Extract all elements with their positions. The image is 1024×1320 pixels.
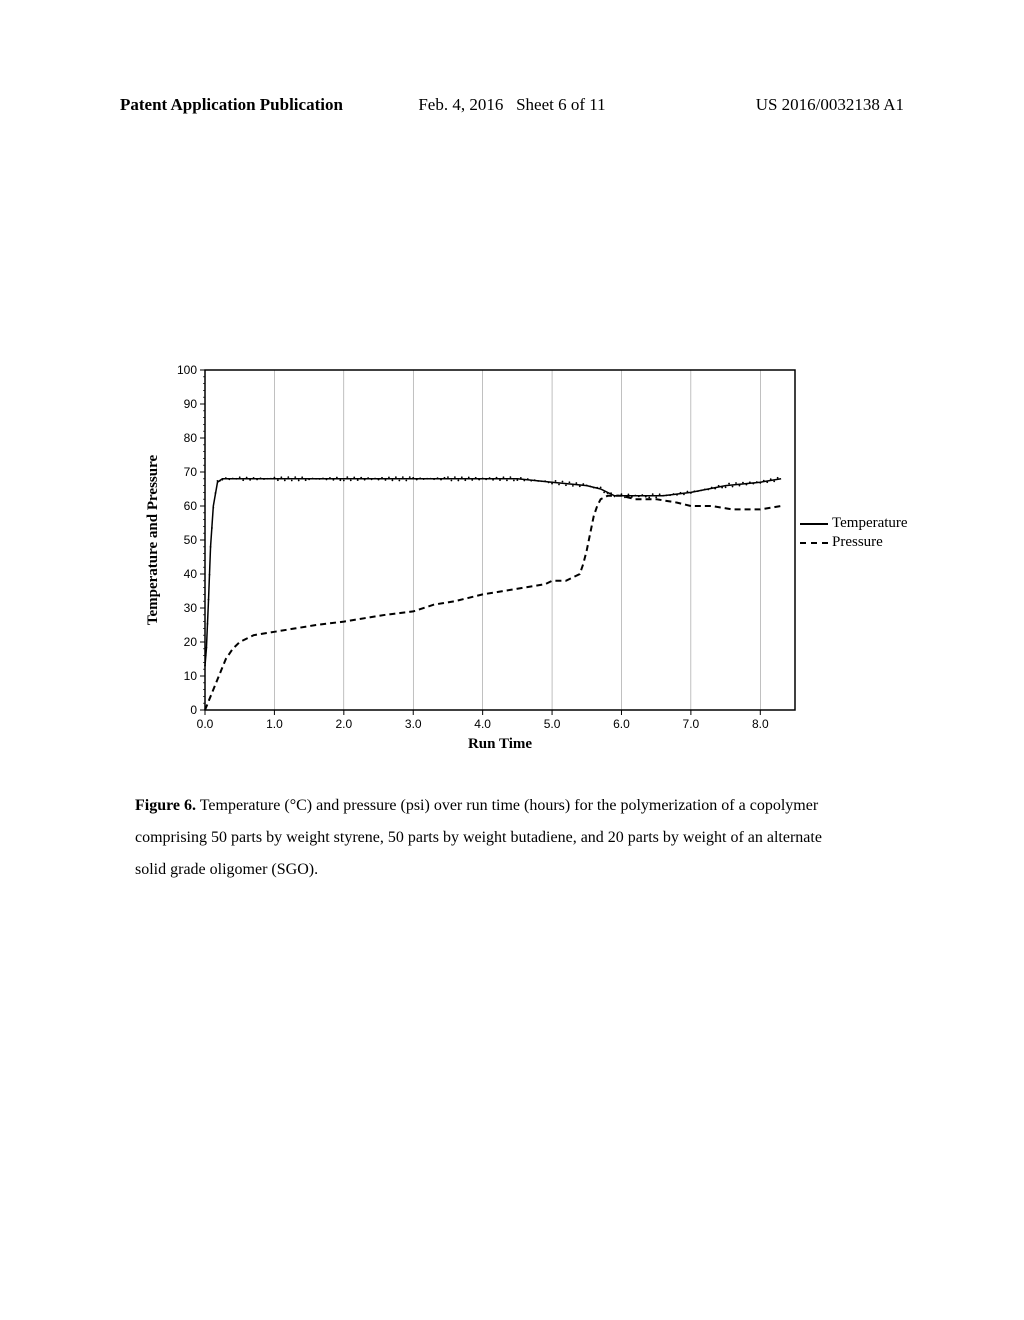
caption-text: Temperature (°C) and pressure (psi) over… xyxy=(135,797,822,878)
header-right: US 2016/0032138 A1 xyxy=(756,95,904,115)
svg-text:8.0: 8.0 xyxy=(752,717,769,731)
svg-text:Run Time: Run Time xyxy=(468,736,532,752)
svg-text:60: 60 xyxy=(184,499,198,513)
svg-text:40: 40 xyxy=(184,567,198,581)
legend-item-pressure: Pressure xyxy=(800,534,908,551)
chart-legend: Temperature Pressure xyxy=(800,515,908,553)
svg-text:10: 10 xyxy=(184,669,198,683)
svg-text:3.0: 3.0 xyxy=(405,717,422,731)
caption-label: Figure 6. xyxy=(135,797,196,814)
figure-caption: Figure 6. Temperature (°C) and pressure … xyxy=(135,790,855,886)
legend-item-temperature: Temperature xyxy=(800,515,908,532)
svg-text:30: 30 xyxy=(184,601,198,615)
svg-text:100: 100 xyxy=(177,363,197,377)
svg-text:6.0: 6.0 xyxy=(613,717,630,731)
legend-label: Temperature xyxy=(832,515,908,532)
legend-line-solid xyxy=(800,523,828,525)
svg-text:20: 20 xyxy=(184,635,198,649)
svg-text:5.0: 5.0 xyxy=(544,717,561,731)
svg-text:90: 90 xyxy=(184,397,198,411)
svg-text:Temperature and Pressure: Temperature and Pressure xyxy=(145,455,161,626)
chart-container: 0 10 20 30 40 50 60 70 80 90 100 0.0 1.0 2.0 3.0 4.0 5.0… xyxy=(130,360,910,760)
header-center: Feb. 4, 2016 Sheet 6 of 11 xyxy=(418,95,605,115)
svg-text:0: 0 xyxy=(190,703,197,717)
svg-text:50: 50 xyxy=(184,533,198,547)
svg-text:4.0: 4.0 xyxy=(474,717,491,731)
header-sheet: Sheet 6 of 11 xyxy=(516,95,606,114)
svg-text:1.0: 1.0 xyxy=(266,717,283,731)
svg-text:70: 70 xyxy=(184,465,198,479)
svg-text:80: 80 xyxy=(184,431,198,445)
svg-text:0.0: 0.0 xyxy=(197,717,214,731)
legend-label: Pressure xyxy=(832,534,883,551)
chart-svg: 0 10 20 30 40 50 60 70 80 90 100 0.0 1.0 2.0 3.0 4.0 5.0… xyxy=(130,360,910,760)
header-date: Feb. 4, 2016 xyxy=(418,95,503,114)
svg-text:7.0: 7.0 xyxy=(683,717,700,731)
page-header: Patent Application Publication Feb. 4, 2… xyxy=(0,95,1024,115)
svg-text:2.0: 2.0 xyxy=(335,717,352,731)
header-left: Patent Application Publication xyxy=(120,95,343,115)
legend-line-dashed xyxy=(800,542,828,544)
